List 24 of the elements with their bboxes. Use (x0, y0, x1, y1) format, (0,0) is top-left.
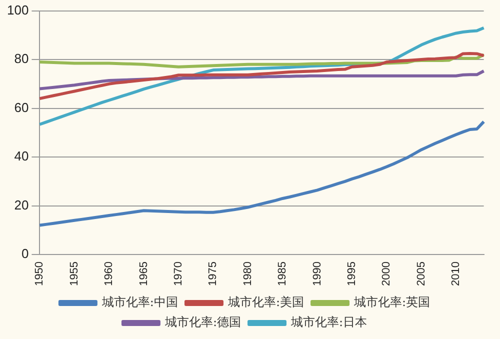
y-tick-label: 100 (6, 2, 29, 18)
y-tick-label: 0 (21, 246, 29, 262)
x-tick-label: 1960 (103, 262, 116, 286)
x-tick-label: 1995 (346, 262, 358, 286)
y-tick-label: 20 (14, 197, 29, 212)
x-tick-label: 1980 (242, 262, 254, 286)
legend-label: 城市化率:德国 (164, 315, 242, 330)
legend-label: 城市化率:美国 (226, 295, 304, 310)
x-tick-label: 2010 (450, 262, 462, 286)
legend-label: 城市化率:英国 (353, 295, 430, 310)
legend-label: 城市化率:日本 (290, 315, 368, 330)
x-tick-label: 1950 (34, 262, 46, 286)
x-tick-label: 1975 (207, 262, 220, 286)
y-tick-label: 60 (14, 100, 29, 115)
legend-label: 城市化率:中国 (100, 295, 178, 310)
x-tick-label: 1970 (172, 262, 185, 286)
x-tick-label: 1955 (68, 262, 80, 286)
x-tick-label: 2000 (380, 262, 393, 286)
x-tick-label: 2005 (415, 262, 428, 286)
y-tick-label: 40 (14, 148, 29, 164)
x-tick-label: 1985 (276, 262, 289, 286)
x-tick-label: 1965 (138, 262, 150, 286)
y-tick-label: 80 (14, 51, 29, 66)
x-tick-label: 1990 (311, 262, 324, 286)
